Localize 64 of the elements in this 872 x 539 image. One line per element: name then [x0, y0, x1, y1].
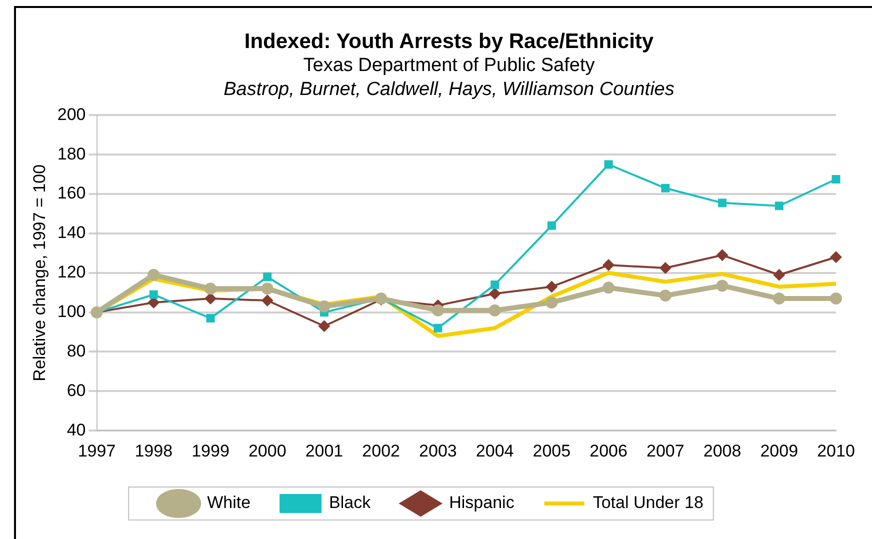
y-tick-label: 60	[66, 380, 86, 400]
point	[318, 320, 330, 332]
legend-label: Total Under 18	[592, 493, 704, 512]
point	[604, 160, 613, 169]
x-tick-label: 2000	[248, 441, 286, 460]
x-tick-label: 1997	[78, 441, 116, 460]
point	[716, 280, 728, 292]
legend-label: Hispanic	[449, 493, 515, 512]
point	[148, 268, 160, 281]
point	[434, 324, 442, 332]
point	[206, 314, 215, 322]
x-tick-label: 1998	[134, 441, 173, 460]
x-tick-label: 2010	[817, 441, 855, 460]
y-tick-label: 140	[57, 223, 86, 242]
x-tick-label: 2004	[476, 441, 514, 460]
point	[318, 300, 330, 312]
point	[263, 272, 272, 282]
x-tick-label: 2003	[419, 441, 457, 460]
point	[718, 198, 727, 208]
x-tick-label: 1999	[192, 441, 230, 460]
point	[149, 290, 158, 299]
y-tick-label: 200	[57, 104, 86, 124]
y-tick-label: 160	[57, 184, 86, 203]
y-tick-label: 40	[66, 420, 86, 440]
x-tick-label: 2009	[760, 441, 798, 460]
point	[432, 304, 444, 316]
point	[773, 292, 786, 305]
point	[547, 221, 556, 230]
point	[488, 304, 501, 316]
x-tick-label: 2007	[646, 441, 684, 460]
y-axis-title: Relative change, 1997 = 100	[30, 164, 49, 382]
y-tick-label: 80	[66, 341, 86, 360]
point	[659, 262, 672, 274]
x-tick-label: 2005	[532, 441, 571, 460]
point	[832, 175, 840, 184]
point	[661, 184, 670, 192]
text: Bastrop, Burnet, Caldwell, Hays, Williamson Counties	[222, 78, 676, 102]
point	[830, 251, 842, 264]
point	[716, 249, 728, 262]
point	[204, 292, 216, 305]
point	[774, 202, 784, 210]
point	[546, 280, 558, 293]
x-tick-label: 2001	[305, 441, 344, 460]
y-tick-label: 180	[57, 144, 86, 164]
chart-subtitle: Texas Department of Public Safety	[302, 54, 596, 78]
point	[546, 296, 558, 308]
point	[602, 259, 615, 272]
point	[261, 294, 274, 306]
point	[204, 282, 216, 295]
chart-title: Indexed: Youth Arrests by Race/Ethnicity	[243, 30, 655, 54]
x-tick-label: 2002	[362, 441, 400, 460]
point	[488, 288, 501, 300]
point	[602, 282, 615, 294]
legend-label: Black	[329, 493, 372, 512]
y-tick-label: 100	[57, 302, 86, 322]
x-tick-label: 2006	[590, 441, 628, 460]
x-tick-label: 2008	[703, 441, 742, 460]
legend-label: White	[207, 493, 251, 512]
point	[773, 268, 786, 281]
point	[659, 290, 672, 302]
y-tick-label: 120	[57, 262, 86, 282]
point	[261, 282, 274, 295]
point	[830, 292, 842, 305]
point	[490, 280, 500, 289]
